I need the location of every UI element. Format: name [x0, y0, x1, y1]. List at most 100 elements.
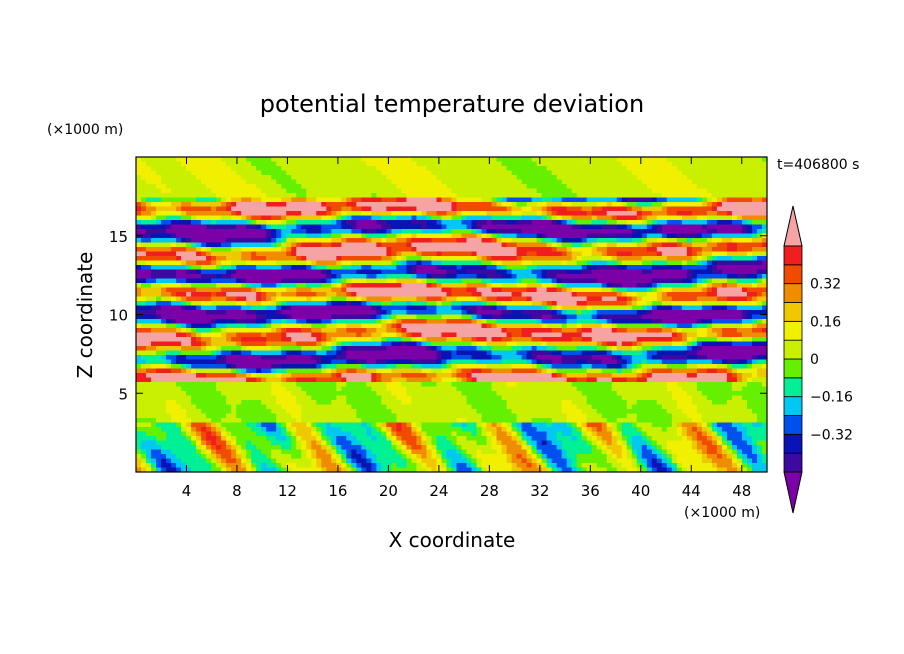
contour-cell — [421, 373, 428, 379]
contour-cell — [371, 355, 377, 361]
contour-cell — [466, 368, 473, 374]
contour-cell — [421, 395, 428, 401]
contour-cell — [471, 301, 478, 307]
contour-cell — [236, 337, 242, 343]
contour-cell — [376, 319, 382, 325]
contour-cell — [161, 436, 167, 442]
contour-cell — [276, 206, 282, 212]
contour-cell — [176, 422, 182, 428]
contour-cell — [146, 274, 152, 280]
contour-cell — [376, 341, 382, 347]
contour-cell — [466, 242, 473, 248]
contour-cell — [221, 188, 227, 194]
contour-cell — [176, 256, 182, 262]
contour-cell — [351, 278, 357, 284]
contour-cell — [201, 382, 207, 388]
contour-cell — [251, 256, 257, 262]
contour-cell — [386, 251, 393, 257]
contour-cell — [426, 382, 433, 388]
contour-cell — [226, 346, 232, 352]
contour-cell — [451, 193, 458, 199]
contour-cell — [221, 395, 227, 401]
contour-cell — [171, 287, 177, 293]
contour-cell — [211, 314, 217, 320]
contour-cell — [466, 211, 473, 217]
contour-cell — [146, 224, 152, 230]
contour-cell — [336, 251, 342, 257]
contour-cell — [186, 229, 192, 235]
contour-cell — [491, 242, 498, 248]
contour-cell — [181, 328, 187, 334]
contour-cell — [321, 463, 327, 469]
contour-cell — [296, 233, 302, 239]
contour-cell — [381, 413, 387, 419]
contour-cell — [246, 377, 252, 383]
contour-cell — [211, 265, 217, 271]
contour-cell — [271, 373, 277, 379]
contour-cell — [371, 368, 377, 374]
contour-cell — [156, 305, 162, 311]
contour-cell — [461, 346, 468, 352]
contour-cell — [136, 341, 142, 347]
contour-cell — [286, 229, 292, 235]
contour-cell — [326, 256, 332, 262]
contour-cell — [331, 440, 337, 446]
contour-cell — [206, 395, 212, 401]
contour-cell — [226, 260, 232, 266]
contour-cell — [166, 287, 172, 293]
contour-cell — [346, 319, 352, 325]
contour-cell — [156, 346, 162, 352]
contour-cell — [456, 386, 463, 392]
contour-cell — [256, 404, 262, 410]
contour-cell — [136, 296, 142, 302]
contour-cell — [461, 400, 468, 406]
contour-cell — [311, 395, 317, 401]
contour-cell — [336, 242, 342, 248]
contour-cell — [241, 301, 247, 307]
contour-cell — [311, 346, 317, 352]
contour-cell — [156, 440, 162, 446]
contour-cell — [246, 458, 252, 464]
contour-cell — [301, 215, 307, 221]
contour-cell — [161, 427, 167, 433]
contour-cell — [486, 458, 493, 464]
contour-cell — [491, 193, 498, 199]
contour-cell — [431, 269, 438, 275]
contour-cell — [286, 449, 292, 455]
contour-cell — [276, 229, 282, 235]
contour-cell — [326, 220, 332, 226]
contour-cell — [241, 449, 247, 455]
contour-cell — [266, 341, 272, 347]
contour-cell — [136, 211, 142, 217]
contour-cell — [236, 206, 242, 212]
contour-cell — [221, 454, 227, 460]
contour-cell — [471, 467, 478, 472]
contour-cell — [216, 445, 222, 451]
contour-cell — [446, 233, 453, 239]
contour-cell — [316, 265, 322, 271]
contour-cell — [356, 332, 362, 338]
contour-cell — [396, 310, 403, 316]
contour-cell — [221, 445, 227, 451]
contour-cell — [426, 166, 433, 172]
contour-cell — [371, 422, 377, 428]
contour-cell — [446, 305, 453, 311]
contour-cell — [431, 328, 438, 334]
contour-cell — [451, 454, 458, 460]
contour-cell — [286, 341, 292, 347]
contour-cell — [271, 215, 277, 221]
contour-cell — [146, 310, 152, 316]
contour-cell — [231, 238, 237, 244]
contour-cell — [421, 278, 428, 284]
contour-cell — [261, 269, 267, 275]
contour-cell — [481, 229, 488, 235]
contour-cell — [311, 292, 317, 298]
contour-cell — [416, 413, 423, 419]
contour-cell — [151, 391, 157, 397]
contour-cell — [201, 247, 207, 253]
contour-cell — [406, 359, 413, 365]
contour-cell — [226, 193, 232, 199]
contour-cell — [261, 220, 267, 226]
contour-cell — [221, 287, 227, 293]
contour-cell — [326, 242, 332, 248]
